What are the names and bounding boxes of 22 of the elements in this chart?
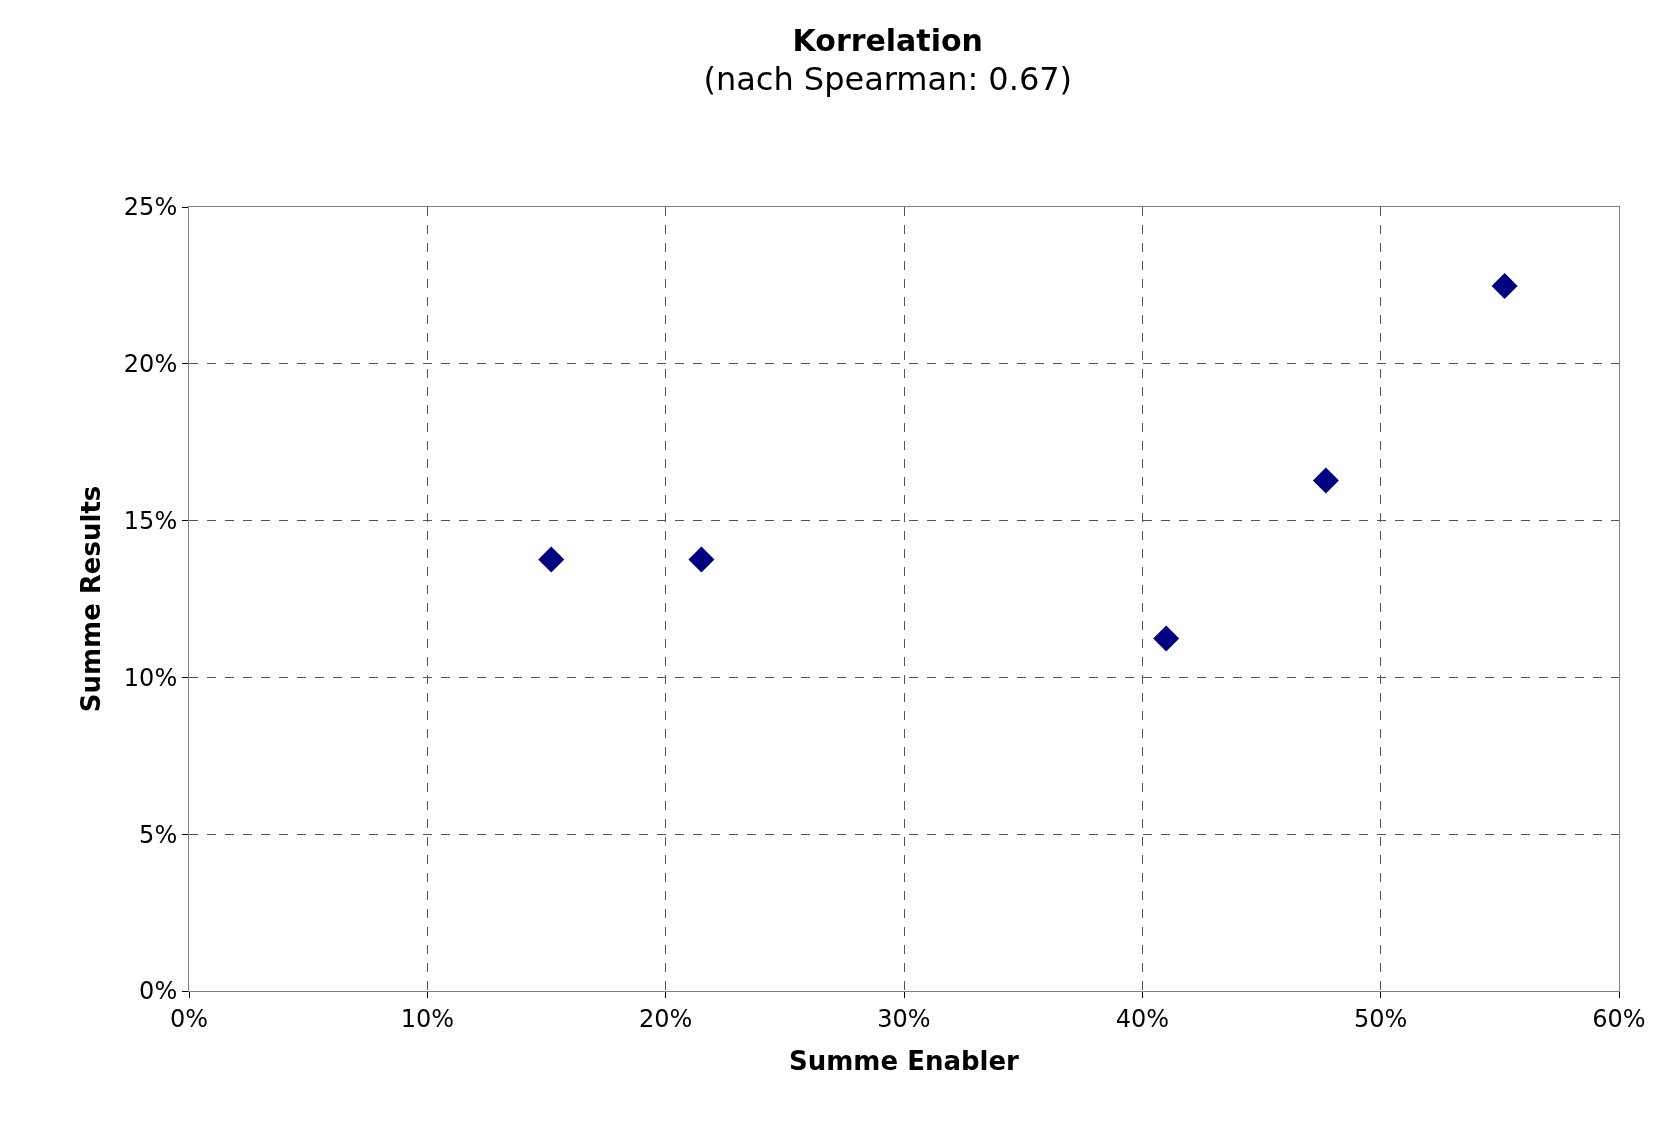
x-tick-label: 20% [639, 1004, 693, 1033]
y-tick-label: 25% [123, 193, 178, 222]
point [688, 546, 715, 573]
x-tick-label: 10% [400, 1004, 454, 1033]
y-tick-label: 20% [123, 350, 178, 379]
point [538, 546, 565, 573]
x-tick-label: 30% [877, 1004, 931, 1033]
x-tick-label: 60% [1592, 1004, 1646, 1033]
x-tick-label: 40% [1115, 1004, 1169, 1033]
point [1491, 273, 1518, 300]
chart-subtitle: (nach Spearman: 0.67) [703, 60, 1073, 99]
x-axis-title: Summe Enabler [789, 1046, 1020, 1077]
x-tick-label: 50% [1354, 1004, 1408, 1033]
point [1312, 467, 1339, 494]
y-tick-label: 0% [139, 977, 178, 1006]
y-tick-label: 15% [123, 507, 178, 535]
y-axis-title: Summe Results [76, 485, 107, 713]
y-tick-label: 10% [123, 663, 178, 692]
chart-title: Korrelation [792, 23, 983, 59]
point [1153, 625, 1180, 652]
y-tick-label: 5% [139, 820, 178, 849]
x-tick-label: 0% [169, 1004, 209, 1033]
